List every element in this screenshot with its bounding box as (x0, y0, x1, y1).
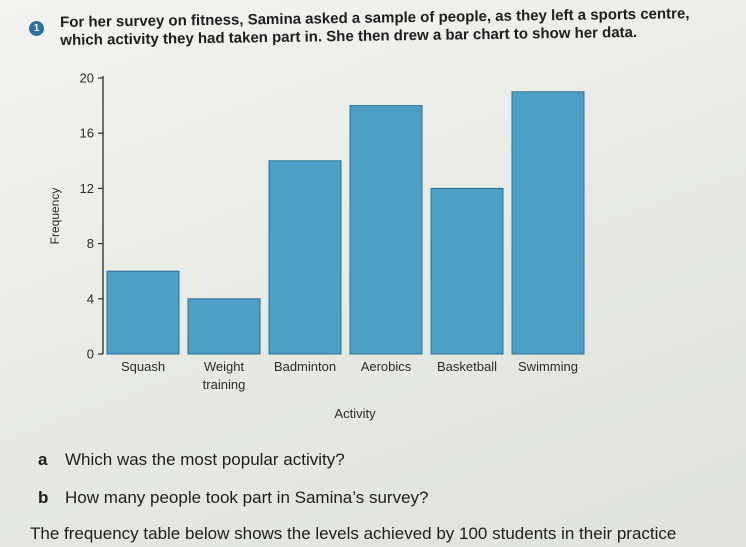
y-tick-label-0: 0 (87, 347, 94, 362)
y-tick-label-4: 4 (87, 291, 94, 306)
question-number-badge: 1 (29, 21, 44, 36)
x-tick-label-weight-training-line-1: Weight (204, 359, 245, 374)
x-tick-label-swimming: Swimming (518, 359, 578, 374)
bar-aerobics (349, 105, 423, 355)
bar-squash (106, 270, 180, 355)
question-a-letter: a (38, 450, 48, 469)
bar-weight-training (187, 298, 261, 355)
x-axis-title: Activity (334, 406, 376, 421)
y-axis-title: Frequency (48, 188, 62, 245)
x-tick-label-weight-training-line-2: training (203, 377, 246, 392)
x-tick-label-aerobics: Aerobics (361, 359, 412, 374)
question-b-letter: b (38, 488, 49, 507)
question-b: b How many people took part in Samina’s s… (38, 488, 428, 508)
x-tick-label-badminton: Badminton (274, 359, 336, 374)
footer-text: The frequency table below shows the leve… (30, 524, 677, 543)
bar-basketball (430, 187, 504, 355)
bar-swimming (511, 91, 585, 355)
question-b-text: How many people took part in Samina’s su… (65, 488, 429, 507)
x-tick-label-basketball: Basketball (437, 359, 497, 374)
y-tick-label-16: 16 (80, 126, 94, 141)
bar-badminton (268, 160, 342, 355)
question-a-text: Which was the most popular activity? (65, 450, 345, 469)
question-a: a Which was the most popular activity? (38, 450, 345, 470)
y-tick-label-12: 12 (80, 181, 94, 196)
x-tick-label-squash: Squash (121, 359, 165, 374)
y-tick-label-20: 20 (80, 71, 94, 86)
y-tick-label-8: 8 (87, 236, 94, 251)
